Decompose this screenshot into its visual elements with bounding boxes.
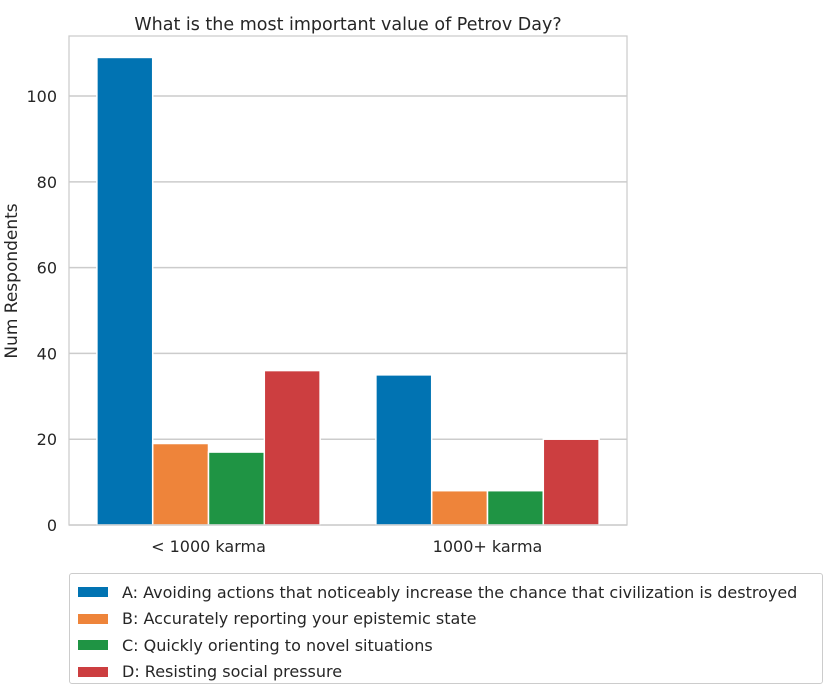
- tick-labels: 0 20 40 60 80 100 < 1000 karma 1000+ karma: [26, 87, 542, 556]
- y-tick-label: 100: [26, 87, 57, 106]
- bar: [486, 489, 545, 526]
- legend-label: A: Avoiding actions that noticeably incr…: [122, 582, 798, 602]
- y-tick-label: 20: [37, 430, 57, 449]
- plot-area-frame: [68, 35, 628, 526]
- chart-svg: What is the most important value of Petr…: [2, 15, 628, 556]
- x-tick-label: 1000+ karma: [433, 537, 543, 556]
- legend-swatch: [78, 640, 108, 651]
- x-tick-label: < 1000 karma: [151, 537, 266, 556]
- legend-item: A: Avoiding actions that noticeably incr…: [78, 579, 822, 606]
- legend-label: B: Accurately reporting your epistemic s…: [122, 609, 477, 629]
- legend-item: C: Quickly orienting to novel situations: [78, 632, 822, 659]
- legend-label: C: Quickly orienting to novel situations: [122, 635, 433, 655]
- legend-item: B: Accurately reporting your epistemic s…: [78, 606, 822, 633]
- bar: [96, 56, 154, 526]
- legend-item: D: Resisting social pressure: [78, 659, 822, 686]
- legend-label: D: Resisting social pressure: [122, 662, 343, 682]
- bar: [207, 451, 266, 526]
- legend: A: Avoiding actions that noticeably incr…: [69, 573, 823, 684]
- y-tick-label: 60: [37, 259, 57, 278]
- chart-title: What is the most important value of Petr…: [134, 15, 561, 35]
- bars: [96, 56, 600, 526]
- y-tick-label: 80: [37, 173, 57, 192]
- bar: [263, 369, 321, 526]
- bar: [430, 489, 489, 526]
- legend-swatch: [78, 587, 108, 598]
- legend-swatch: [78, 666, 108, 677]
- y-tick-label: 40: [37, 344, 57, 363]
- y-tick-label: 0: [47, 516, 57, 535]
- y-axis-label: Num Respondents: [2, 203, 22, 358]
- bar: [542, 438, 600, 526]
- legend-swatch: [78, 613, 108, 624]
- bar: [151, 442, 210, 526]
- bar: [375, 374, 433, 526]
